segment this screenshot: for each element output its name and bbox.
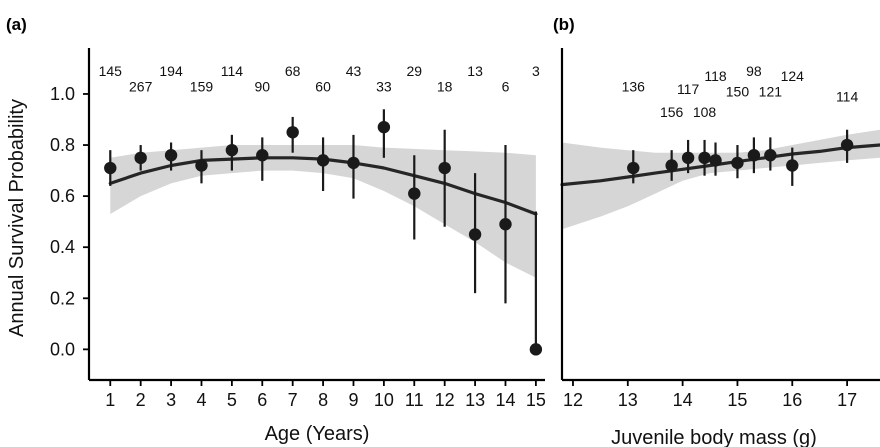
panel-a-data-point [408,187,421,200]
panel-b-x-tick-label: 14 [673,390,693,410]
panel-a-y-tick-label: 0.6 [50,186,75,206]
panel-a-x-tick-label: 5 [227,390,237,410]
panel-a-sample-size-label: 68 [285,63,301,79]
panel-a-data-point [377,120,391,134]
panel-a-sample-size-label: 90 [254,78,270,94]
panel-a-sample-size-label: 29 [406,63,422,79]
panel-b-data-point [665,159,678,172]
panel-a-x-tick-label: 10 [374,390,394,410]
panel-a-x-tick-label: 4 [196,390,206,410]
panel-b-data-point [698,151,711,165]
panel-b-sample-size-label: 136 [622,78,646,94]
panel-a-sample-size-label: 33 [376,78,392,94]
panel-b-sample-size-label: 156 [660,104,684,120]
panel-a-x-tick-label: 15 [526,390,546,410]
panel-a-sample-size-label: 159 [190,78,214,94]
panel-a-data-point [316,154,330,167]
panel-b-x-tick-label: 13 [618,390,638,410]
panel-a-sample-size-label: 114 [221,63,244,79]
panel-a-data-point [529,343,543,356]
panel-b-data-point [840,138,854,152]
panel-a-y-axis-title: Annual Survival Probability [6,99,28,337]
panel-b-fit-line [560,143,880,187]
panel-a-sample-sizes: 145 267 194 159 114 90 68 60 43 33 29 18 13 6 3 [99,63,540,94]
panel-b-sample-size-label: 150 [726,83,750,99]
panel-b-data-point [681,151,695,165]
panel-b-sample-size-label: 121 [759,83,783,99]
panel-a-data-point [438,161,451,175]
panel-a-y-tick-label: 0.2 [50,288,75,308]
panel-b-data-point [731,156,744,170]
panel-a-data-point [195,159,208,172]
panel-a-data-point [468,228,482,241]
panel-a-data-point [134,151,147,165]
panel-a-data-point [164,149,178,162]
panel-a-x-tick-label: 13 [465,390,485,410]
panel-a-x-axis-title: Age (Years) [265,423,370,445]
panel-b-x-tick-label: 17 [837,390,857,410]
panel-a-points [104,120,543,356]
panel-a-y-ticks: 0.0 0.2 0.4 0.6 0.8 1.0 [50,84,89,359]
panel-b-sample-size-label: 117 [677,81,700,97]
panel-a-x-tick-label: 9 [348,390,358,410]
panel-a-sample-size-label: 18 [437,78,453,94]
panel-b-sample-size-label: 124 [781,68,805,84]
panel-a-x-ticks: 1 2 3 4 5 6 7 8 9 10 11 12 13 14 15 [105,380,546,410]
panel-b-sample-size-label: 108 [693,104,717,120]
panel-a-x-tick-label: 3 [166,390,176,410]
panel-a-sample-size-label: 60 [315,78,331,94]
panel-b-x-tick-label: 12 [563,390,583,410]
panel-a-y-tick-label: 0.4 [50,237,75,257]
panel-b-x-tick-label: 15 [727,390,747,410]
panel-b-points [627,138,854,175]
panel-b-data-point [764,149,777,162]
panel-a-x-tick-label: 7 [288,390,298,410]
panel-b-data-point [709,154,722,167]
panel-a-data-point [104,161,117,175]
panel-a-data-point [225,143,239,157]
panel-b-data-point [786,159,799,172]
panel-a-y-tick-label: 0.0 [50,339,75,359]
panel-a-x-tick-label: 2 [136,390,146,410]
panel-a-x-tick-label: 6 [257,390,267,410]
panel-b-sample-size-label: 118 [704,68,727,84]
panel-a-x-tick-label: 11 [405,390,424,410]
panel-a-x-tick-label: 8 [318,390,328,410]
panel-b-fit-curve [560,143,880,187]
panel-a-sample-size-label: 6 [502,78,510,94]
panel-a-sample-size-label: 13 [467,63,483,79]
panel-a-x-tick-label: 14 [495,390,515,410]
panel-a-label: (a) [6,15,27,34]
panel-b-data-point [627,161,640,175]
panel-a-sample-size-label: 3 [532,63,540,79]
panel-b-x-tick-label: 16 [782,390,802,410]
panel-b-x-axis-title: Juvenile body mass (g) [611,427,817,447]
panel-a-sample-size-label: 43 [346,63,362,79]
panel-a-sample-size-label: 145 [99,63,123,79]
panel-a-x-tick-label: 1 [105,390,115,410]
panel-b-sample-size-label: 98 [746,63,762,79]
panel-a-x-tick-label: 12 [435,390,455,410]
panel-a-data-point [347,156,360,170]
panel-b-data-point [747,149,761,162]
panel-a-data-point [256,149,269,162]
panel-a-y-tick-label: 1.0 [50,84,75,104]
panel-a-axes [87,48,545,382]
panel-b-axes [560,48,880,382]
panel-b-sample-size-label: 114 [836,89,859,105]
panel-a-sample-size-label: 194 [159,63,183,79]
panel-b-label: (b) [553,15,575,34]
panel-b-x-ticks: 12 13 14 15 16 17 [563,380,857,410]
panel-a-y-tick-label: 0.8 [50,135,75,155]
panel-a-data-point [499,218,512,231]
panel-a-data-point [286,126,299,139]
panel-a-sample-size-label: 267 [129,78,153,94]
